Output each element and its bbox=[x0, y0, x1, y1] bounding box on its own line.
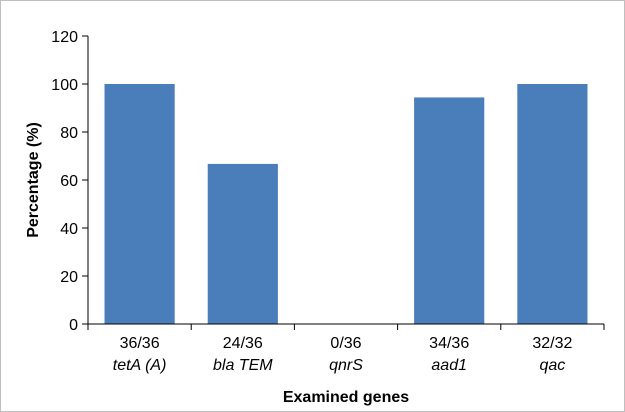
bars bbox=[104, 84, 588, 324]
x-category-ratio: 24/36 bbox=[223, 335, 263, 352]
bar bbox=[517, 84, 588, 324]
bar bbox=[104, 84, 175, 324]
bar bbox=[207, 163, 278, 324]
y-axis-title: Percentage (%) bbox=[25, 122, 42, 238]
y-tick-label: 20 bbox=[60, 269, 78, 286]
y-tick-label: 100 bbox=[51, 77, 78, 94]
y-tick-label: 40 bbox=[60, 221, 78, 238]
y-tick-label: 0 bbox=[69, 317, 78, 334]
x-category-ratio: 0/36 bbox=[330, 335, 361, 352]
x-category-gene: qnrS bbox=[329, 357, 363, 374]
x-axis-title: Examined genes bbox=[283, 389, 409, 406]
x-category-gene: qac bbox=[540, 357, 566, 374]
y-tick-label: 80 bbox=[60, 125, 78, 142]
x-category-gene: tetA (A) bbox=[113, 357, 167, 374]
x-category-ratio: 34/36 bbox=[429, 335, 469, 352]
x-category-gene: bla TEM bbox=[213, 357, 273, 374]
x-category-ratio: 36/36 bbox=[120, 335, 160, 352]
y-tick-label: 60 bbox=[60, 173, 78, 190]
x-axis-labels: 36/36 tetA (A) 24/36 bla TEM 0/36 qnrS 34/36 aa… bbox=[87, 324, 605, 374]
y-tick-label: 120 bbox=[51, 29, 78, 46]
x-category-gene: aad1 bbox=[431, 357, 467, 374]
y-axis-ticks: 0 20 40 60 80 100 120 bbox=[51, 29, 88, 334]
bar bbox=[414, 97, 485, 324]
x-category-ratio: 32/32 bbox=[532, 335, 572, 352]
